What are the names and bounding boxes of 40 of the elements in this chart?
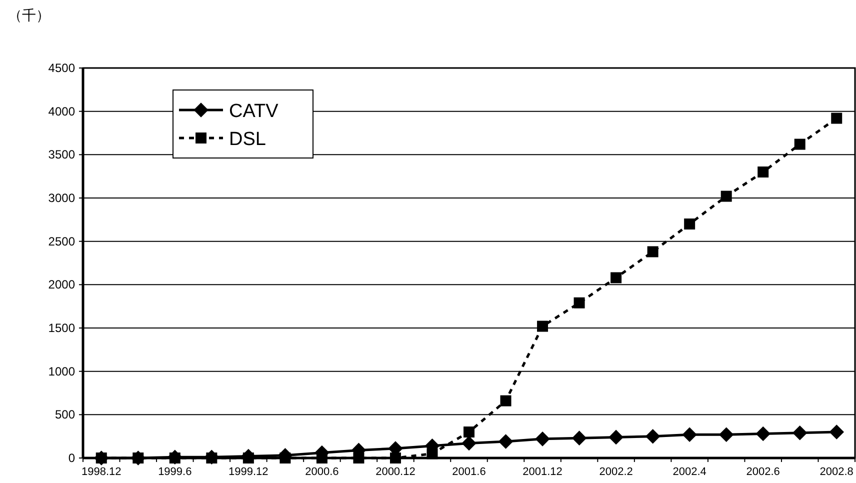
x-tick-label: 2001.12 xyxy=(522,466,562,478)
point xyxy=(462,436,476,451)
point xyxy=(684,218,696,230)
y-tick-label: 3500 xyxy=(48,148,76,162)
point xyxy=(758,166,769,178)
y-tick-label: 1000 xyxy=(48,364,76,378)
legend-label: CATV xyxy=(229,101,279,122)
legend-label: DSL xyxy=(229,129,266,150)
x-tick-label: 1998.12 xyxy=(82,466,122,478)
point xyxy=(647,246,658,258)
x-tick-label: 1999.6 xyxy=(158,466,192,478)
y-tick-label: 0 xyxy=(68,451,76,465)
y-tick-label: 1500 xyxy=(48,321,76,335)
y-tick-label: 3000 xyxy=(48,191,76,205)
point xyxy=(390,452,401,464)
point xyxy=(794,138,806,150)
y-tick-label: 4000 xyxy=(48,104,76,118)
point xyxy=(426,448,438,460)
x-tick-label: 1999.12 xyxy=(228,466,268,478)
x-tick-label: 2000.12 xyxy=(376,466,416,478)
point xyxy=(574,297,585,308)
y-tick-label: 4500 xyxy=(48,61,76,75)
point xyxy=(610,272,622,284)
point xyxy=(500,395,512,406)
point xyxy=(720,190,732,202)
point xyxy=(280,452,291,464)
x-tick-label: 2002.2 xyxy=(599,466,633,478)
point xyxy=(537,320,548,332)
point xyxy=(831,112,842,124)
y-tick-label: 2500 xyxy=(48,234,76,248)
x-tick-label: 2001.6 xyxy=(452,466,486,478)
x-tick-label: 2000.6 xyxy=(305,466,339,478)
y-tick-label: 2000 xyxy=(48,278,76,292)
y-tick-label: 500 xyxy=(54,408,76,422)
x-tick-label: 2002.8 xyxy=(820,466,854,478)
x-tick-label: 2002.6 xyxy=(746,466,780,478)
point xyxy=(353,452,364,464)
x-tick-label: 2002.4 xyxy=(672,466,706,478)
ylabel: （千） xyxy=(8,7,50,23)
point xyxy=(464,426,474,438)
